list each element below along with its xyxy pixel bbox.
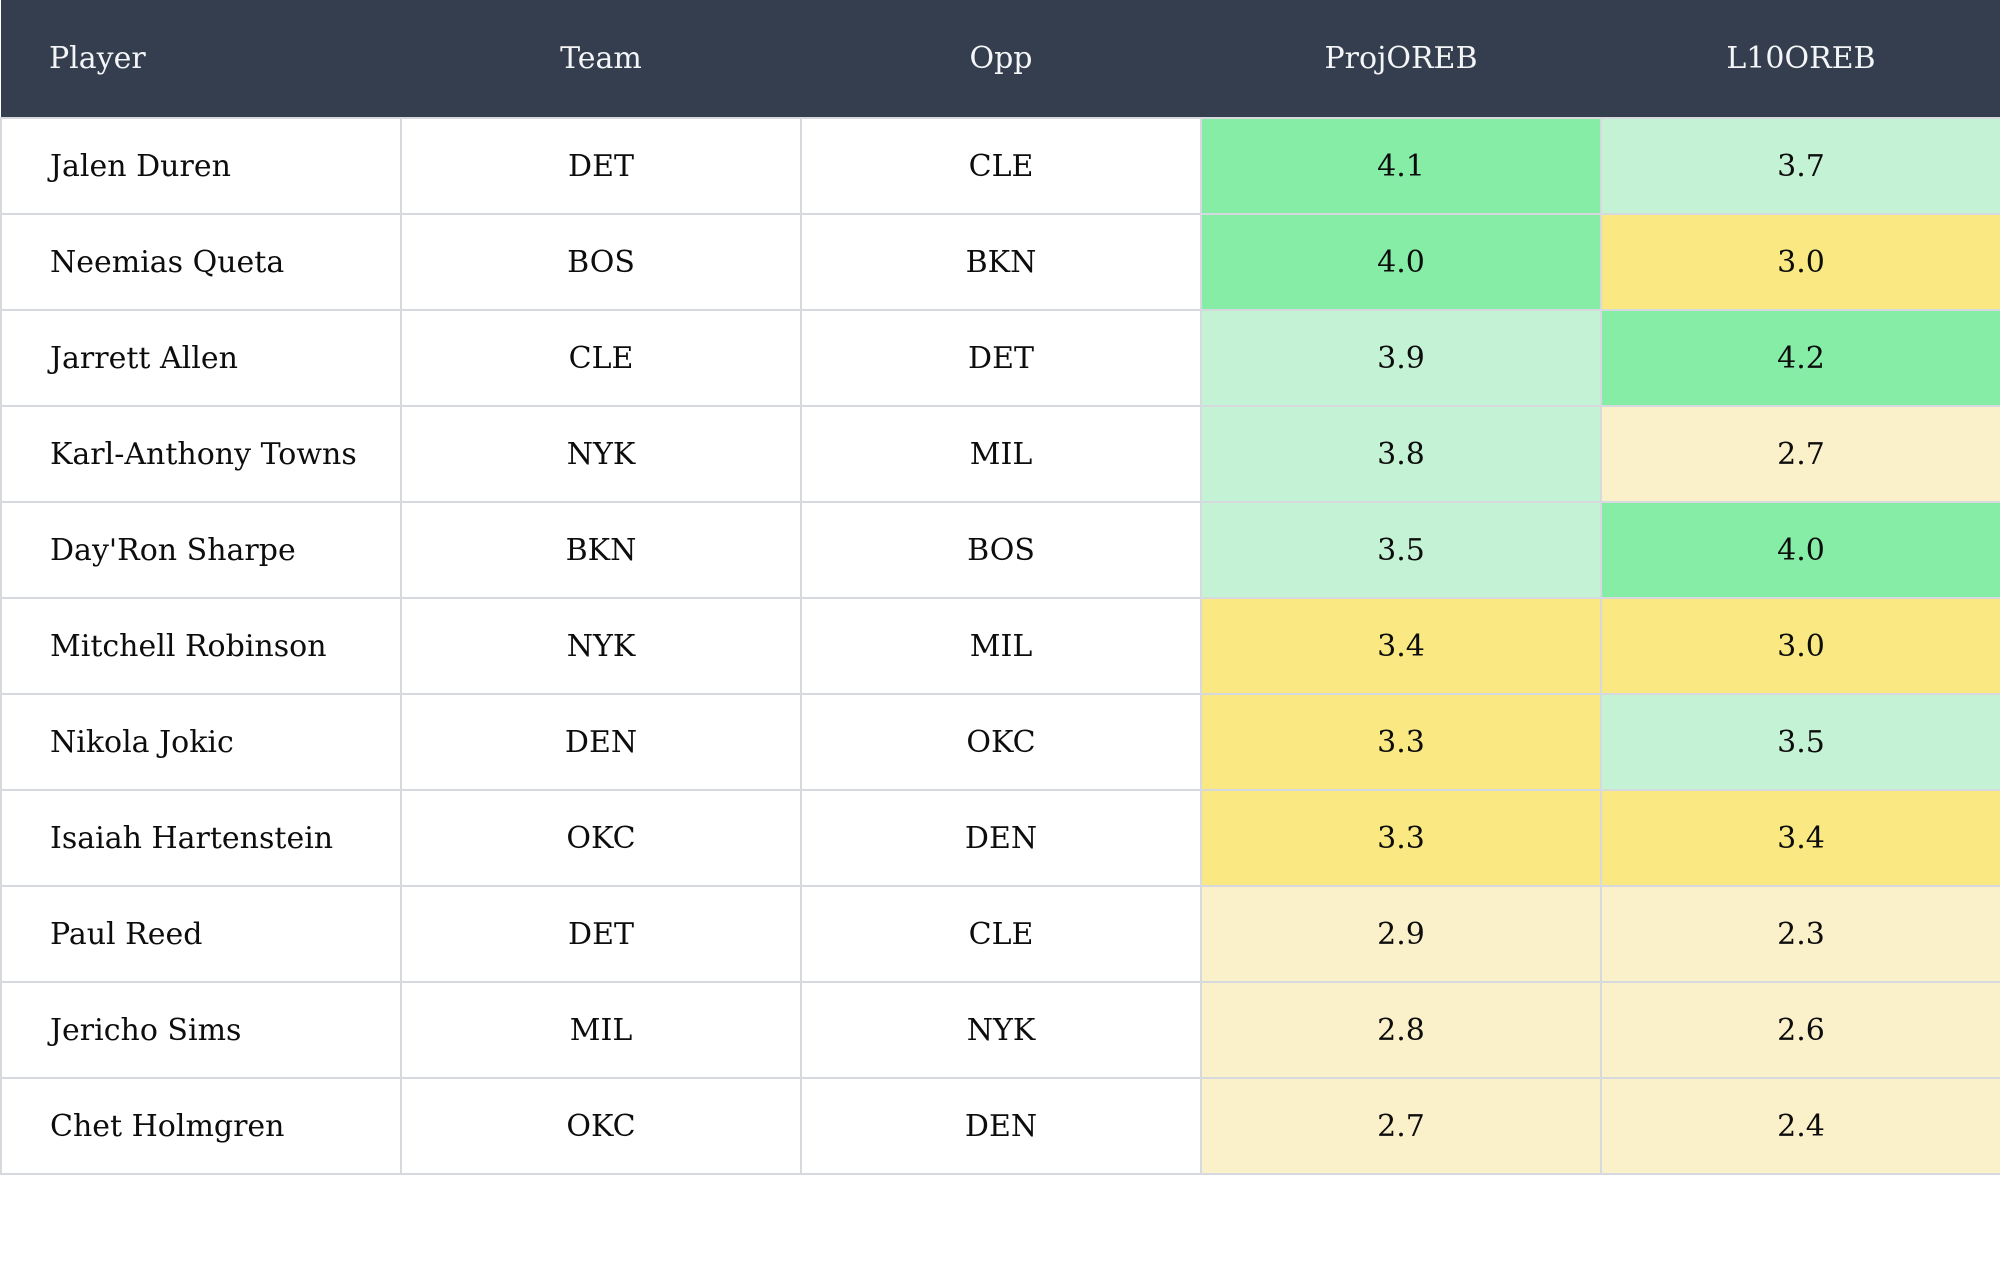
l10-oreb-cell: 4.0: [1600, 501, 2000, 599]
player-name-cell: Nikola Jokic: [0, 693, 402, 791]
table-row: Jarrett Allen CLE DET 3.9 4.2: [0, 309, 2000, 407]
opp-cell: BOS: [800, 501, 1202, 599]
team-cell: DET: [400, 117, 802, 215]
opp-cell: DEN: [800, 789, 1202, 887]
team-cell: CLE: [400, 309, 802, 407]
opp-cell: DEN: [800, 1077, 1202, 1175]
header-row: Player Team Opp ProjOREB L10OREB: [1, 0, 2000, 119]
table-row: Chet Holmgren OKC DEN 2.7 2.4: [0, 1077, 2000, 1175]
player-name-cell: Karl-Anthony Towns: [0, 405, 402, 503]
column-header-opp[interactable]: Opp: [801, 0, 1201, 119]
proj-oreb-cell: 2.9: [1200, 885, 1602, 983]
table-row: Jericho Sims MIL NYK 2.8 2.6: [0, 981, 2000, 1079]
team-cell: OKC: [400, 789, 802, 887]
player-name-cell: Isaiah Hartenstein: [0, 789, 402, 887]
proj-oreb-cell: 3.5: [1200, 501, 1602, 599]
opp-cell: NYK: [800, 981, 1202, 1079]
proj-oreb-cell: 3.9: [1200, 309, 1602, 407]
team-cell: NYK: [400, 405, 802, 503]
l10-oreb-cell: 3.4: [1600, 789, 2000, 887]
opp-cell: BKN: [800, 213, 1202, 311]
table-row: Neemias Queta BOS BKN 4.0 3.0: [0, 213, 2000, 311]
oreb-projection-table: Player Team Opp ProjOREB L10OREB Jalen D…: [0, 0, 2000, 1175]
opp-cell: CLE: [800, 885, 1202, 983]
team-cell: OKC: [400, 1077, 802, 1175]
proj-oreb-cell: 2.8: [1200, 981, 1602, 1079]
opp-cell: DET: [800, 309, 1202, 407]
table-row: Jalen Duren DET CLE 4.1 3.7: [0, 117, 2000, 215]
l10-oreb-cell: 3.0: [1600, 213, 2000, 311]
l10-oreb-cell: 2.6: [1600, 981, 2000, 1079]
player-name-cell: Neemias Queta: [0, 213, 402, 311]
player-name-cell: Mitchell Robinson: [0, 597, 402, 695]
proj-oreb-cell: 2.7: [1200, 1077, 1602, 1175]
player-name-cell: Jarrett Allen: [0, 309, 402, 407]
table-row: Isaiah Hartenstein OKC DEN 3.3 3.4: [0, 789, 2000, 887]
player-name-cell: Chet Holmgren: [0, 1077, 402, 1175]
l10-oreb-cell: 3.7: [1600, 117, 2000, 215]
proj-oreb-cell: 3.3: [1200, 693, 1602, 791]
player-name-cell: Day'Ron Sharpe: [0, 501, 402, 599]
team-cell: DET: [400, 885, 802, 983]
table-row: Nikola Jokic DEN OKC 3.3 3.5: [0, 693, 2000, 791]
opp-cell: OKC: [800, 693, 1202, 791]
team-cell: NYK: [400, 597, 802, 695]
l10-oreb-cell: 3.0: [1600, 597, 2000, 695]
team-cell: DEN: [400, 693, 802, 791]
l10-oreb-cell: 2.3: [1600, 885, 2000, 983]
team-cell: BOS: [400, 213, 802, 311]
player-name-cell: Paul Reed: [0, 885, 402, 983]
table-row: Mitchell Robinson NYK MIL 3.4 3.0: [0, 597, 2000, 695]
proj-oreb-cell: 3.3: [1200, 789, 1602, 887]
l10-oreb-cell: 2.4: [1600, 1077, 2000, 1175]
opp-cell: MIL: [800, 597, 1202, 695]
table-row: Paul Reed DET CLE 2.9 2.3: [0, 885, 2000, 983]
l10-oreb-cell: 4.2: [1600, 309, 2000, 407]
player-name-cell: Jericho Sims: [0, 981, 402, 1079]
table-row: Karl-Anthony Towns NYK MIL 3.8 2.7: [0, 405, 2000, 503]
column-header-proj-oreb[interactable]: ProjOREB: [1201, 0, 1601, 119]
proj-oreb-cell: 3.4: [1200, 597, 1602, 695]
player-name-cell: Jalen Duren: [0, 117, 402, 215]
proj-oreb-cell: 4.0: [1200, 213, 1602, 311]
proj-oreb-cell: 3.8: [1200, 405, 1602, 503]
table-row: Day'Ron Sharpe BKN BOS 3.5 4.0: [0, 501, 2000, 599]
column-header-player[interactable]: Player: [1, 0, 401, 119]
l10-oreb-cell: 3.5: [1600, 693, 2000, 791]
opp-cell: CLE: [800, 117, 1202, 215]
opp-cell: MIL: [800, 405, 1202, 503]
proj-oreb-cell: 4.1: [1200, 117, 1602, 215]
team-cell: BKN: [400, 501, 802, 599]
column-header-team[interactable]: Team: [401, 0, 801, 119]
column-header-l10-oreb[interactable]: L10OREB: [1601, 0, 2000, 119]
team-cell: MIL: [400, 981, 802, 1079]
l10-oreb-cell: 2.7: [1600, 405, 2000, 503]
